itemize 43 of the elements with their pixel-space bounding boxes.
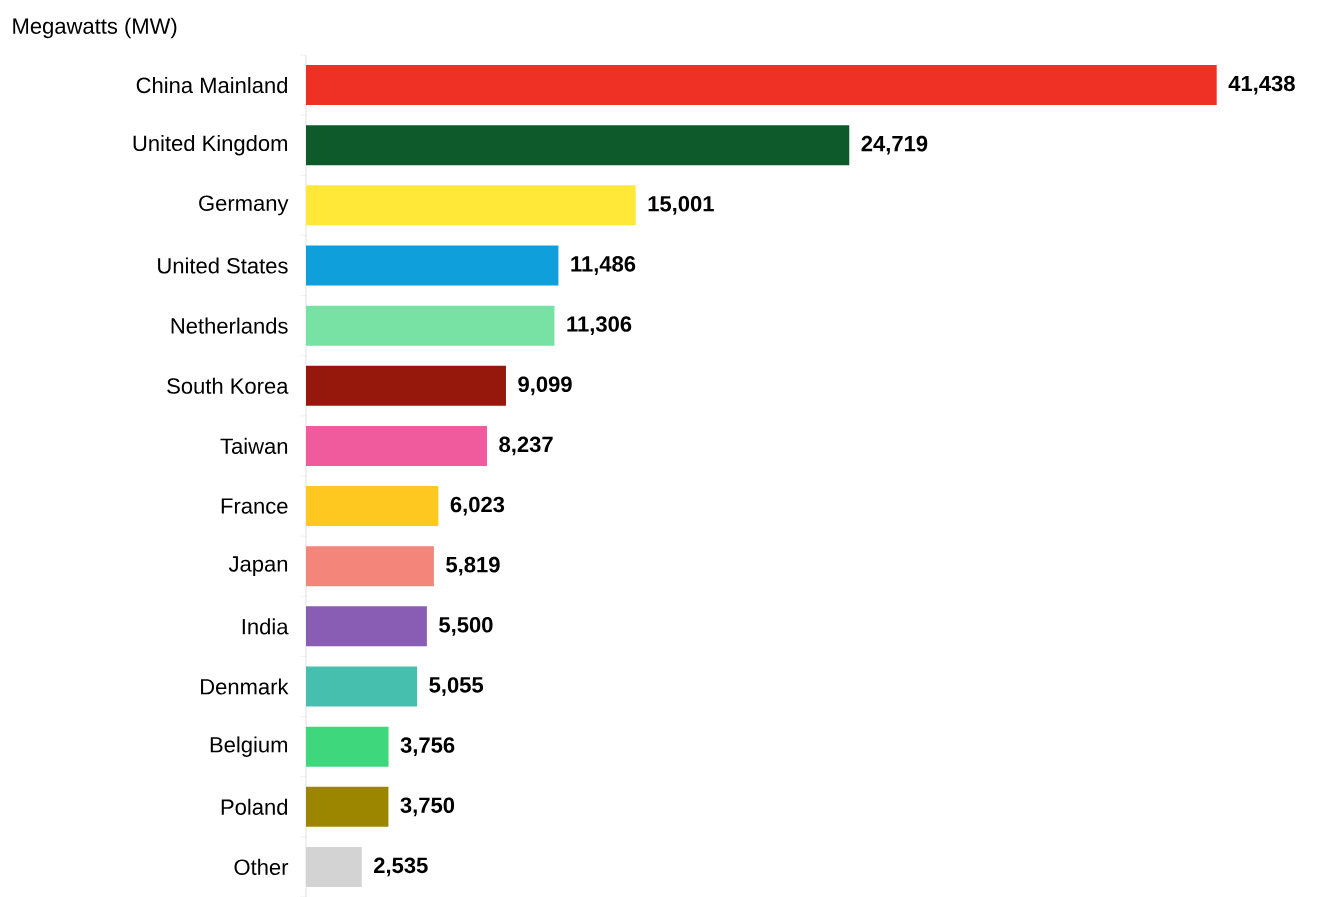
bar xyxy=(306,786,389,827)
y-tick-label: India xyxy=(242,618,289,635)
bar xyxy=(306,666,418,707)
bar xyxy=(306,65,1217,106)
bar xyxy=(306,546,434,587)
data-label: 41,438 xyxy=(1228,75,1295,95)
y-tick-label: South Korea xyxy=(167,377,289,394)
y-tick-label: Poland xyxy=(221,798,288,815)
data-label: 9,099 xyxy=(518,376,572,396)
bar xyxy=(306,245,559,286)
data-label: 3,756 xyxy=(400,737,455,757)
data-label: 5,500 xyxy=(439,616,493,636)
data-label: 11,306 xyxy=(567,316,632,336)
bar xyxy=(306,846,362,887)
bar xyxy=(306,606,427,647)
data-label: 15,001 xyxy=(648,195,714,215)
data-label: 3,750 xyxy=(400,797,455,817)
bar xyxy=(306,305,555,346)
bar xyxy=(306,425,488,466)
y-tick-label: United Kingdom xyxy=(133,134,287,156)
y-tick-label: Taiwan xyxy=(220,437,288,455)
data-label: 11,486 xyxy=(571,256,636,275)
y-tick-label: Belgium xyxy=(210,736,288,757)
data-label: 2,535 xyxy=(374,857,428,877)
bar xyxy=(306,726,389,767)
data-label: 5,819 xyxy=(446,556,500,576)
data-label: 8,237 xyxy=(499,436,553,456)
data-label: 24,719 xyxy=(861,135,928,155)
y-tick-label: Other xyxy=(234,858,289,876)
y-tick-label: Netherlands xyxy=(171,317,288,334)
bar xyxy=(306,365,506,406)
y-tick-label: United States xyxy=(158,257,288,274)
bar xyxy=(306,486,439,527)
y-tick-label: China Mainland xyxy=(136,77,287,94)
y-tick-label: Denmark xyxy=(201,678,289,695)
y-tick-label: France xyxy=(221,498,288,514)
data-label: 5,055 xyxy=(429,677,484,696)
y-tick-label: Germany xyxy=(199,195,289,216)
bar xyxy=(306,125,850,166)
data-label: 6,023 xyxy=(450,496,505,516)
text: Megawatts (MW) xyxy=(13,17,177,39)
bar xyxy=(306,185,636,226)
y-tick-label: Japan xyxy=(228,556,288,577)
